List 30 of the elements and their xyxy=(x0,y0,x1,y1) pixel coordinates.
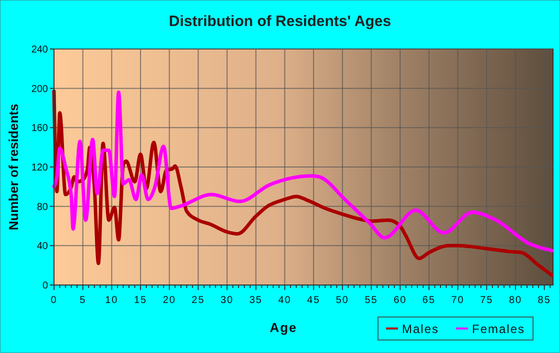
legend-label: Females xyxy=(472,322,526,336)
y-tick-label: 0 xyxy=(42,280,48,292)
x-tick-label: 50 xyxy=(336,295,349,306)
x-tick-label: 60 xyxy=(394,295,407,306)
x-tick-label: 45 xyxy=(307,295,320,306)
x-tick-label: 55 xyxy=(364,295,378,306)
x-tick-label: 40 xyxy=(278,295,292,306)
x-tick-label: 0 xyxy=(50,295,58,306)
x-tick-label: 70 xyxy=(451,295,464,306)
x-axis-title: Age xyxy=(270,320,298,335)
x-tick-label: 15 xyxy=(134,295,148,306)
y-axis-title: Number of residents xyxy=(6,104,21,230)
y-tick-label: 160 xyxy=(31,123,48,134)
x-tick-label: 5 xyxy=(80,295,86,306)
y-tick-label: 200 xyxy=(31,84,48,95)
chart-title: Distribution of Residents' Ages xyxy=(168,13,392,30)
y-tick-label: 240 xyxy=(31,44,48,56)
x-tick-label: 10 xyxy=(105,295,118,306)
y-tick-label: 120 xyxy=(31,162,48,174)
x-tick-label: 85 xyxy=(538,295,551,306)
y-tick-label: 80 xyxy=(36,202,48,213)
x-tick-label: 65 xyxy=(422,295,436,306)
y-tick-label: 40 xyxy=(36,241,48,252)
x-tick-label: 30 xyxy=(220,295,234,306)
x-tick-label: 20 xyxy=(162,295,176,306)
x-tick-label: 35 xyxy=(249,295,262,306)
x-tick-label: 75 xyxy=(480,295,494,306)
x-tick-label: 80 xyxy=(508,295,522,306)
legend-label: Males xyxy=(402,322,440,336)
x-tick-label: 25 xyxy=(192,295,205,306)
